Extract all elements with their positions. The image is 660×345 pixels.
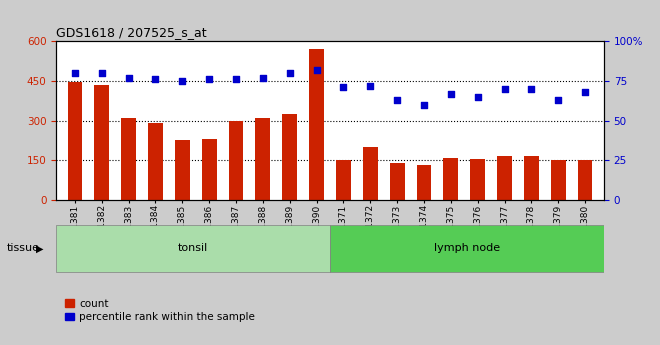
Point [312,67,322,73]
Bar [148,122,163,200]
Point [96,70,107,76]
Point [123,75,134,81]
Bar [330,225,604,272]
Bar [471,159,485,200]
Point [446,91,456,97]
Bar [121,118,136,200]
Bar [444,158,458,200]
Text: lymph node: lymph node [434,244,500,253]
Text: ▶: ▶ [36,244,44,253]
Bar [524,156,539,200]
Text: tonsil: tonsil [178,244,208,253]
Point [580,89,591,95]
Bar [390,163,405,200]
Bar [255,118,270,200]
Point [365,83,376,89]
Text: tissue: tissue [7,244,40,253]
Bar [67,82,82,200]
Bar [416,165,432,200]
Bar [497,156,512,200]
Bar [228,121,244,200]
Point [69,70,80,76]
Point [231,77,242,82]
Point [204,77,214,82]
Point [392,97,403,103]
Bar [551,160,566,200]
Point [473,94,483,100]
Point [338,85,348,90]
Bar [336,160,351,200]
Bar [282,114,297,200]
Point [526,86,537,92]
Legend: count, percentile rank within the sample: count, percentile rank within the sample [61,295,259,326]
Point [177,78,187,84]
Bar [363,147,378,200]
Text: GDS1618 / 207525_s_at: GDS1618 / 207525_s_at [56,26,207,39]
Point [284,70,295,76]
Bar [94,85,109,200]
Point [257,75,268,81]
Point [150,77,161,82]
Bar [56,225,330,272]
Bar [309,49,324,200]
Bar [202,139,216,200]
Point [553,97,564,103]
Point [418,102,429,108]
Point [499,86,510,92]
Bar [578,160,593,200]
Bar [175,140,189,200]
